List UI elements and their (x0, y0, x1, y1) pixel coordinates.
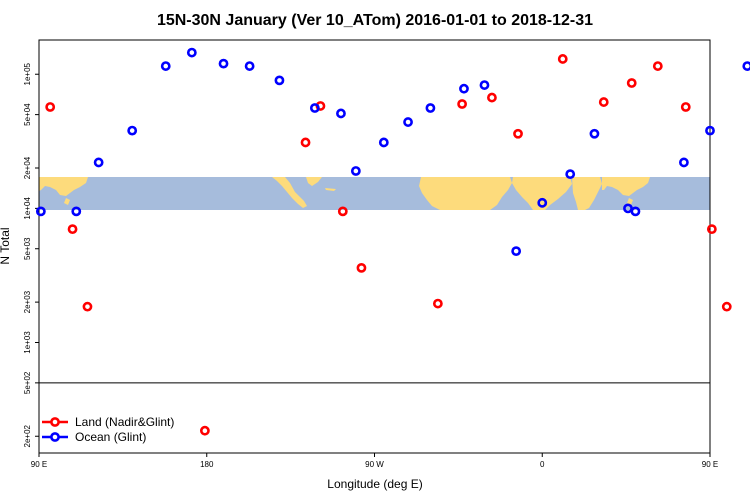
ocean-point (479, 80, 490, 90)
y-tick-label: 2e+02 (23, 424, 32, 447)
y-tick-label: 1e+04 (23, 197, 32, 220)
land-point (432, 298, 443, 309)
land-point (513, 128, 523, 139)
ocean-point (244, 61, 255, 71)
ocean-point (35, 206, 46, 217)
ocean-point (630, 206, 641, 217)
y-axis: 2e+02 5e+02 1e+03 2e+03 5e+03 1e+04 2e+04 5e+04… (23, 62, 39, 447)
map-land-africa (419, 177, 512, 210)
ocean-point (679, 157, 689, 168)
y-tick-label: 5e+03 (23, 237, 32, 260)
ocean-point (71, 206, 82, 217)
y-tick-label: 5e+04 (23, 103, 32, 126)
ocean-point (274, 75, 285, 86)
x-tick-label: 180 (200, 460, 214, 469)
ocean-point (350, 166, 361, 176)
x-axis: 90 E 180 90 W 0 90 E (31, 453, 718, 469)
map-land-arabia-india (512, 177, 572, 210)
land-point (457, 99, 468, 109)
world-map-strip (39, 177, 710, 210)
y-tick-label: 5e+02 (23, 371, 32, 394)
map-land-gulf-coast (306, 177, 322, 186)
data-points (35, 47, 750, 436)
map-land-north-america (272, 177, 307, 208)
ocean-point (425, 103, 436, 113)
ocean-point (93, 157, 104, 168)
land-point (626, 78, 637, 88)
ocean-point (186, 47, 197, 58)
x-axis-label: Longitude (deg E) (327, 477, 422, 491)
y-tick-label: 1e+03 (23, 331, 32, 354)
legend-label-land: Land (Nadir&Glint) (75, 415, 174, 429)
ocean-point (459, 83, 469, 94)
x-tick-label: 90 E (702, 460, 718, 469)
ocean-point (160, 61, 171, 71)
land-point (337, 206, 348, 217)
land-point (356, 262, 367, 273)
y-tick-label: 1e+05 (23, 62, 32, 85)
ocean-point (127, 125, 138, 136)
legend-label-ocean: Ocean (Glint) (75, 430, 146, 444)
land-point (706, 224, 717, 235)
legend: Land (Nadir&Glint)Ocean (Glint) (42, 415, 174, 444)
ocean-point (309, 103, 320, 113)
map-land-caribbean (325, 188, 336, 191)
ocean-point (336, 108, 346, 119)
ocean-point (742, 61, 750, 71)
plot-frame (38, 39, 711, 454)
chart-title: 15N-30N January (Ver 10_ATom) 2016-01-01… (157, 12, 593, 29)
y-tick-label: 2e+03 (23, 290, 32, 313)
land-point (82, 301, 93, 312)
legend-marker-land (50, 417, 60, 427)
land-point (199, 425, 210, 436)
land-point (45, 102, 56, 112)
map-land-asia-left-island (64, 198, 70, 205)
legend-marker-ocean (50, 432, 60, 442)
land-point (300, 137, 311, 148)
land-point (721, 301, 732, 312)
ocean-point (378, 137, 389, 148)
map-land-asia-right-island (627, 198, 633, 205)
ocean-point (589, 128, 600, 139)
ocean-point (511, 246, 522, 257)
ocean-point (218, 58, 229, 69)
land-point (652, 61, 663, 71)
land-point (598, 97, 609, 107)
land-point (557, 54, 568, 64)
ocean-point (537, 197, 548, 208)
y-tick-label: 2e+04 (23, 156, 32, 179)
y-axis-label: N Total (0, 227, 12, 264)
land-point (680, 102, 691, 112)
land-point (67, 224, 78, 235)
map-land-asia-right (602, 177, 650, 196)
land-point (487, 92, 497, 103)
x-tick-label: 0 (540, 460, 545, 469)
ocean-point (565, 169, 576, 180)
ocean-point (403, 117, 413, 127)
map-land-asia-left (39, 177, 88, 196)
map-land-india (572, 177, 602, 210)
x-tick-label: 90 E (31, 460, 47, 469)
x-tick-label: 90 W (365, 460, 384, 469)
ocean-point (705, 125, 715, 136)
